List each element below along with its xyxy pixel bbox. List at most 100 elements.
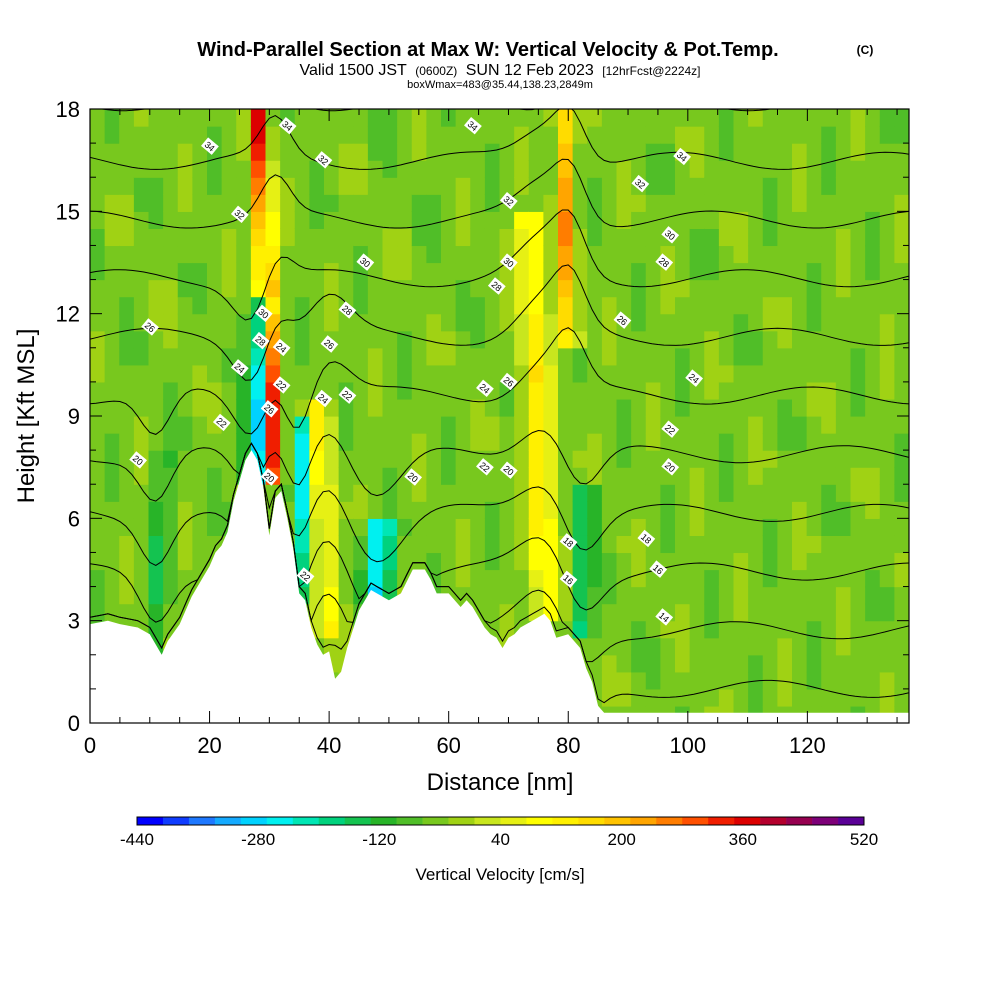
velocity-cell bbox=[558, 211, 574, 229]
theta-label-text: 20 bbox=[501, 464, 515, 478]
velocity-cell bbox=[631, 330, 647, 349]
velocity-cell bbox=[645, 228, 661, 247]
velocity-cell bbox=[90, 450, 106, 468]
velocity-cell bbox=[718, 364, 735, 383]
velocity-cell bbox=[294, 262, 310, 281]
velocity-cell bbox=[484, 484, 501, 502]
velocity-cell bbox=[733, 313, 749, 332]
velocity-cell bbox=[587, 313, 603, 332]
velocity-cell bbox=[777, 484, 793, 502]
colorbar-tick-label: 40 bbox=[491, 830, 510, 849]
velocity-cell bbox=[718, 450, 735, 468]
velocity-cell bbox=[879, 126, 895, 144]
velocity-cell bbox=[704, 381, 720, 400]
velocity-cell bbox=[221, 177, 237, 195]
velocity-cell bbox=[411, 279, 427, 298]
theta-label-text: 22 bbox=[340, 388, 354, 402]
velocity-cell bbox=[806, 143, 822, 161]
velocity-cell bbox=[572, 228, 588, 247]
theta-label-bg bbox=[201, 137, 219, 155]
velocity-cell bbox=[792, 535, 808, 554]
velocity-cell bbox=[631, 637, 647, 656]
velocity-cell bbox=[309, 569, 325, 588]
velocity-cell bbox=[894, 518, 909, 536]
velocity-cell bbox=[704, 586, 720, 605]
velocity-cell bbox=[338, 518, 354, 536]
velocity-cell bbox=[177, 552, 193, 571]
velocity-cell bbox=[733, 143, 749, 161]
velocity-cell bbox=[777, 194, 793, 212]
velocity-cell bbox=[382, 143, 398, 161]
velocity-cell bbox=[865, 416, 881, 434]
velocity-cell bbox=[338, 245, 354, 264]
velocity-cell bbox=[484, 603, 501, 622]
velocity-cell bbox=[587, 450, 603, 468]
velocity-cell bbox=[835, 143, 852, 161]
velocity-cell bbox=[879, 569, 895, 588]
velocity-cell bbox=[835, 433, 852, 451]
velocity-cell bbox=[441, 279, 457, 298]
velocity-cell bbox=[484, 211, 501, 229]
theta-label-bg bbox=[655, 608, 674, 626]
velocity-cell bbox=[587, 245, 603, 264]
velocity-cell bbox=[821, 177, 837, 195]
velocity-cell bbox=[572, 398, 588, 417]
velocity-cell bbox=[806, 569, 822, 588]
theta-contour-line bbox=[90, 264, 909, 381]
velocity-cell bbox=[572, 177, 588, 195]
velocity-cell bbox=[704, 364, 720, 383]
velocity-cell bbox=[455, 330, 471, 349]
velocity-cell bbox=[133, 398, 150, 417]
velocity-cell bbox=[587, 654, 603, 673]
velocity-cell bbox=[762, 347, 778, 366]
velocity-cell bbox=[324, 126, 340, 144]
theta-label: 34 bbox=[278, 117, 297, 135]
velocity-cell bbox=[777, 586, 793, 605]
velocity-cell bbox=[748, 450, 764, 468]
velocity-cell bbox=[470, 262, 486, 281]
velocity-cell bbox=[601, 620, 618, 639]
velocity-cell bbox=[689, 347, 705, 366]
velocity-cell bbox=[572, 143, 588, 161]
velocity-cell bbox=[821, 654, 837, 673]
velocity-cell bbox=[367, 211, 384, 229]
velocity-cell bbox=[572, 552, 588, 571]
velocity-cell bbox=[865, 160, 881, 178]
velocity-cell bbox=[309, 245, 325, 264]
velocity-cell bbox=[441, 194, 457, 212]
velocity-cell bbox=[558, 450, 574, 468]
theta-label: 16 bbox=[559, 570, 578, 589]
theta-contour-line bbox=[90, 429, 909, 502]
velocity-cell bbox=[119, 194, 135, 212]
theta-label: 26 bbox=[320, 335, 339, 353]
velocity-cell bbox=[748, 484, 764, 502]
velocity-cell bbox=[104, 160, 120, 178]
velocity-cell bbox=[148, 620, 164, 639]
theta-label-bg bbox=[661, 458, 680, 476]
velocity-cell bbox=[119, 603, 135, 622]
theta-label-bg bbox=[141, 318, 160, 336]
velocity-cell bbox=[572, 416, 588, 434]
velocity-cell bbox=[455, 228, 471, 247]
velocity-cell bbox=[689, 245, 705, 264]
velocity-cell bbox=[572, 194, 588, 212]
velocity-cell bbox=[119, 450, 135, 468]
velocity-cell bbox=[894, 381, 909, 400]
theta-label-bg bbox=[296, 567, 315, 585]
velocity-cell bbox=[689, 637, 705, 656]
theta-label-bg bbox=[314, 151, 333, 169]
velocity-cell bbox=[835, 347, 852, 366]
velocity-cell bbox=[163, 586, 179, 605]
velocity-cell bbox=[499, 398, 515, 417]
velocity-cell bbox=[104, 518, 120, 536]
velocity-cell bbox=[660, 177, 676, 195]
velocity-cell bbox=[133, 501, 150, 519]
theta-label-bg bbox=[661, 420, 680, 438]
velocity-cell bbox=[631, 688, 647, 707]
velocity-cell bbox=[484, 160, 501, 178]
velocity-cell bbox=[777, 416, 793, 434]
velocity-cell bbox=[850, 586, 866, 605]
velocity-cell bbox=[792, 211, 808, 229]
velocity-cell bbox=[850, 279, 866, 298]
velocity-cell bbox=[718, 330, 735, 349]
